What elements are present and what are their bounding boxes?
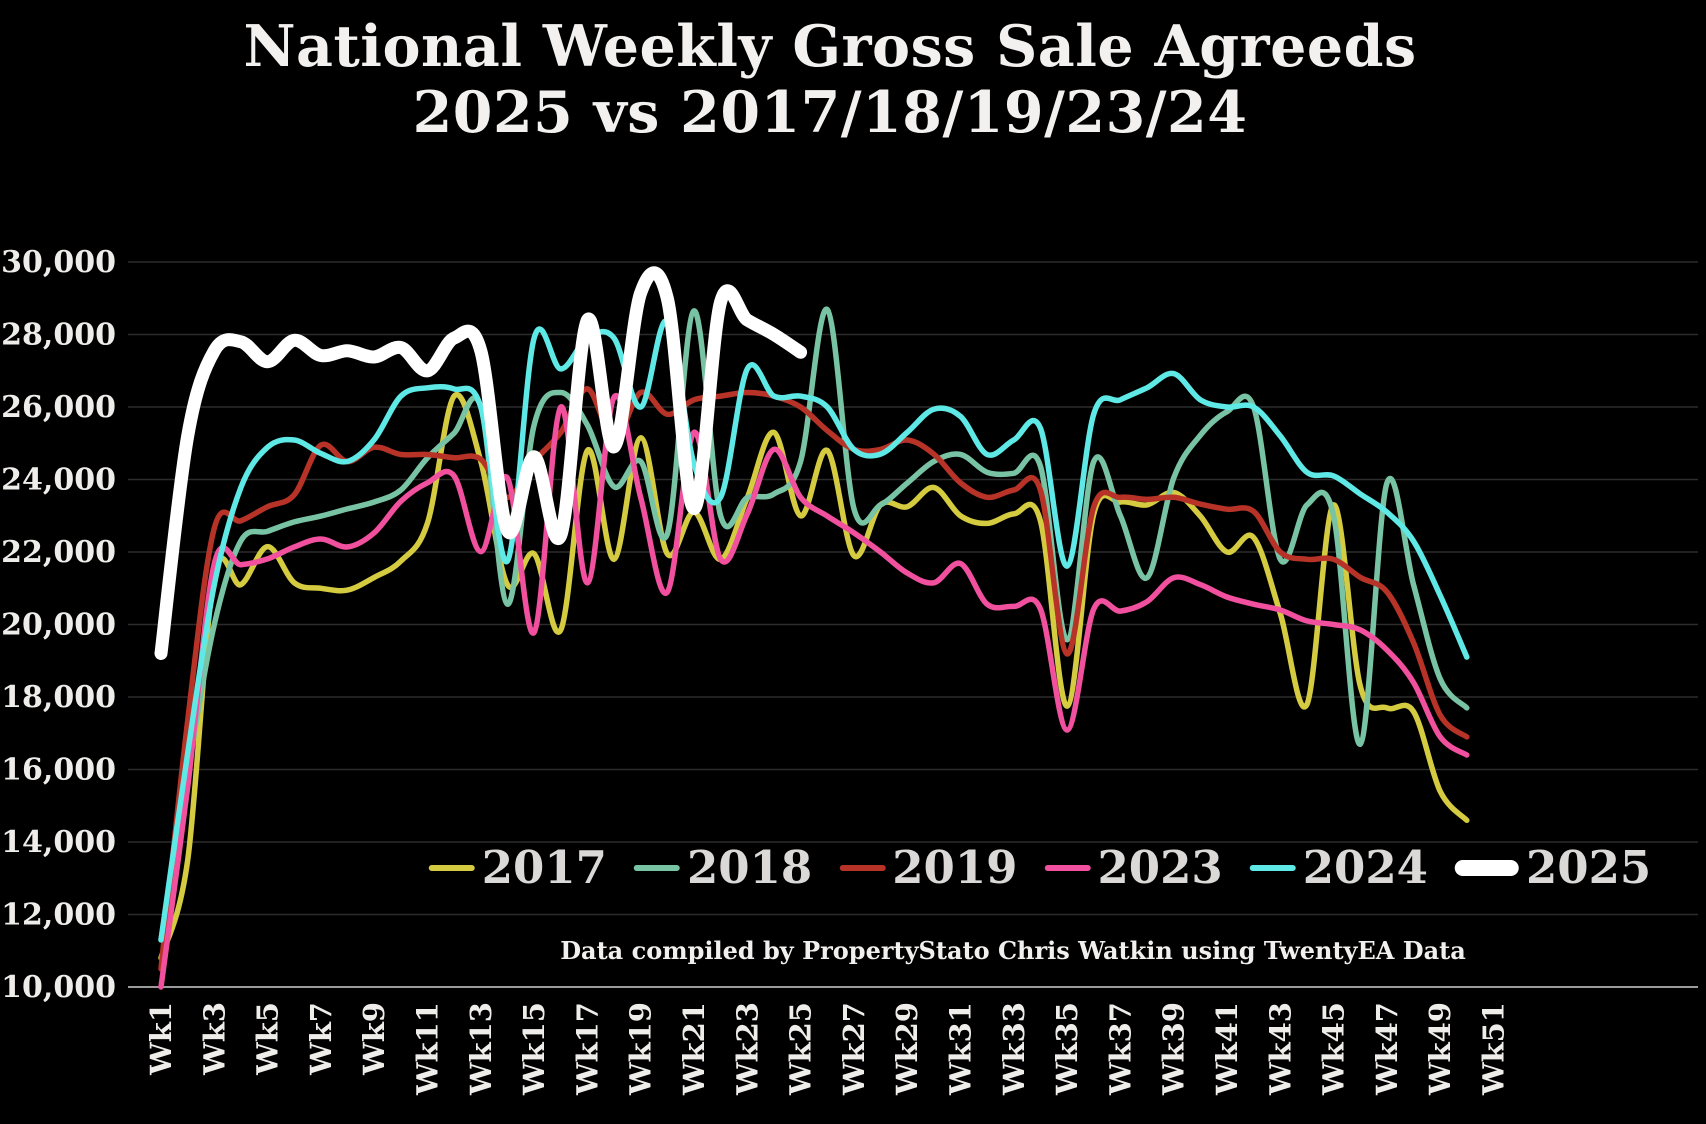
x-tick-label: Wk39 (1157, 1002, 1191, 1096)
chart-title-line1: National Weekly Gross Sale Agreeds (243, 13, 1417, 80)
legend-swatch-2019 (839, 865, 886, 871)
chart-legend: 2017 2018 2019 2023 2024 2025 (428, 841, 1651, 894)
series-line-2017 (158, 391, 1470, 961)
y-tick-label: 20,000 (1, 608, 116, 643)
legend-swatch-2024 (1249, 865, 1296, 871)
x-tick-label: Wk25 (784, 1002, 818, 1096)
x-tick-label: Wk51 (1477, 1002, 1511, 1096)
x-tick-label: Wk49 (1423, 1002, 1457, 1096)
legend-swatch-2023 (1044, 865, 1091, 871)
x-tick-label: Wk7 (304, 1002, 338, 1076)
x-tick-label: Wk15 (517, 1002, 551, 1096)
legend-label-2023: 2023 (1097, 841, 1223, 894)
series-line-2025 (154, 266, 808, 660)
x-tick-label: Wk5 (251, 1002, 285, 1076)
x-tick-label: Wk9 (357, 1002, 391, 1076)
legend-label-2025: 2025 (1526, 841, 1652, 894)
series-line-2024 (158, 318, 1470, 943)
legend-item-2024: 2024 (1249, 841, 1428, 894)
legend-swatch-2025 (1455, 860, 1519, 876)
x-tick-label: Wk37 (1103, 1002, 1137, 1096)
chart-title-line2: 2025 vs 2017/18/19/23/24 (412, 79, 1248, 146)
x-tick-label: Wk17 (570, 1002, 604, 1096)
legend-swatch-2017 (428, 865, 475, 871)
attribution-text: Data compiled by PropertyStato Chris Wat… (560, 936, 1466, 965)
x-tick-label: Wk29 (890, 1002, 924, 1096)
y-tick-label: 28,000 (1, 318, 116, 353)
x-tick-label: Wk45 (1317, 1002, 1351, 1096)
legend-swatch-2018 (634, 865, 680, 871)
legend-item-2019: 2019 (839, 841, 1018, 894)
y-tick-label: 16,000 (1, 753, 116, 788)
y-tick-label: 24,000 (1, 463, 116, 498)
series-line-2023 (158, 392, 1470, 990)
legend-label-2018: 2018 (687, 841, 813, 894)
x-tick-label: Wk21 (677, 1002, 711, 1096)
x-tick-label: Wk13 (464, 1002, 498, 1096)
y-tick-label: 22,000 (1, 535, 116, 570)
legend-item-2025: 2025 (1455, 844, 1651, 892)
y-tick-label: 18,000 (1, 680, 116, 715)
x-tick-label: Wk43 (1263, 1002, 1297, 1096)
x-tick-label: Wk27 (837, 1002, 871, 1096)
x-tick-label: Wk35 (1050, 1002, 1084, 1096)
series-line-2018 (158, 306, 1470, 943)
x-tick-label: Wk11 (411, 1002, 445, 1096)
legend-label-2024: 2024 (1302, 841, 1428, 894)
chart-title: National Weekly Gross Sale Agreeds 2025 … (0, 14, 1660, 146)
x-tick-label: Wk33 (997, 1002, 1031, 1096)
y-tick-label: 10,000 (1, 970, 116, 1005)
x-tick-label: Wk41 (1210, 1002, 1244, 1096)
x-tick-label: Wk19 (624, 1002, 658, 1096)
x-tick-label: Wk23 (730, 1002, 764, 1096)
y-tick-label: 30,000 (1, 245, 116, 280)
x-tick-label: Wk47 (1370, 1002, 1404, 1096)
legend-item-2017: 2017 (428, 841, 607, 894)
legend-item-2023: 2023 (1044, 841, 1223, 894)
y-tick-label: 14,000 (1, 825, 116, 860)
x-tick-label: Wk1 (144, 1002, 178, 1076)
legend-item-2018: 2018 (634, 844, 812, 892)
legend-label-2017: 2017 (481, 841, 607, 894)
y-tick-label: 12,000 (1, 898, 116, 933)
y-tick-label: 26,000 (1, 390, 116, 425)
legend-label-2019: 2019 (892, 841, 1018, 894)
x-tick-label: Wk31 (944, 1002, 978, 1096)
x-tick-label: Wk3 (197, 1002, 231, 1076)
